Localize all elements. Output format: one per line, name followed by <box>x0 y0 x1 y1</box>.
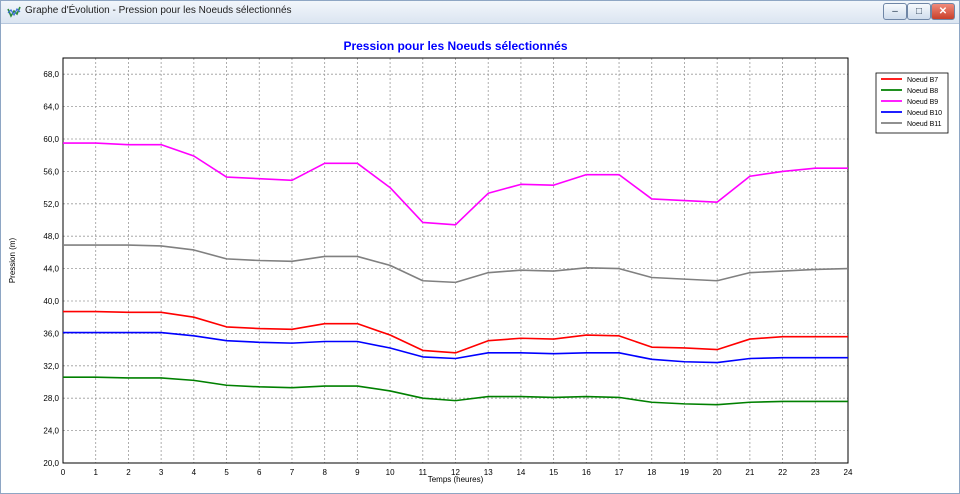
x-tick-label: 6 <box>257 468 262 477</box>
y-tick-label: 40,0 <box>43 297 59 306</box>
x-tick-label: 13 <box>484 468 493 477</box>
y-tick-label: 28,0 <box>43 394 59 403</box>
plot-frame <box>62 57 849 464</box>
y-tick-label: 24,0 <box>43 427 59 436</box>
series-line-2 <box>63 376 848 406</box>
x-tick-label: 16 <box>582 468 591 477</box>
x-axis-label: Temps (heures) <box>428 475 484 484</box>
y-tick-label: 68,0 <box>43 70 59 79</box>
x-tick-label: 9 <box>355 468 360 477</box>
x-tick-label: 11 <box>419 468 428 477</box>
y-tick-label: 44,0 <box>43 265 59 274</box>
series-line-5 <box>63 244 849 284</box>
y-tick-label: 32,0 <box>43 362 59 371</box>
x-tick-label: 20 <box>713 468 722 477</box>
y-tick-label: 56,0 <box>43 167 59 176</box>
x-tick-label: 10 <box>386 468 395 477</box>
x-tick-label: 22 <box>778 468 787 477</box>
chart-title: Pression pour les Noeuds sélectionnés <box>343 39 567 53</box>
x-tick-label: 8 <box>322 468 327 477</box>
x-tick-label: 2 <box>126 468 131 477</box>
x-tick-label: 23 <box>811 468 820 477</box>
title-bar[interactable]: Graphe d'Évolution - Pression pour les N… <box>1 1 959 24</box>
y-tick-label: 60,0 <box>43 135 59 144</box>
x-tick-label: 3 <box>159 468 164 477</box>
series-line-1 <box>63 310 848 354</box>
x-tick-label: 18 <box>647 468 656 477</box>
x-tick-label: 14 <box>516 468 525 477</box>
y-tick-label: 48,0 <box>43 232 59 241</box>
legend-label: Noeud B9 <box>907 99 938 106</box>
y-tick-label: 20,0 <box>43 459 59 468</box>
y-tick-label: 64,0 <box>43 103 59 112</box>
x-tick-label: 7 <box>290 468 295 477</box>
x-tick-label: 12 <box>451 468 460 477</box>
minimize-icon: – <box>892 5 898 17</box>
x-tick-label: 21 <box>745 468 754 477</box>
x-tick-label: 17 <box>615 468 624 477</box>
x-tick-label: 19 <box>680 468 689 477</box>
close-button[interactable]: ✕ <box>931 3 955 20</box>
legend-label: Noeud B7 <box>907 77 938 84</box>
minimize-button[interactable]: – <box>883 3 907 20</box>
pressure-chart: 0 1 2 3 4 5 6 7 8 9 10 11 12 13 14 15 16 17 18 19 20 21 22 23 24… <box>8 39 949 484</box>
maximize-icon: □ <box>915 5 923 17</box>
close-icon: ✕ <box>938 5 948 17</box>
maximize-button[interactable]: □ <box>907 3 931 20</box>
window-title: Graphe d'Évolution - Pression pour les N… <box>25 5 292 16</box>
x-tick-label: 5 <box>224 468 229 477</box>
legend-label: Noeud B10 <box>907 110 942 117</box>
x-tick-label: 24 <box>844 468 853 477</box>
x-tick-label: 1 <box>93 468 98 477</box>
series-line-3 <box>63 142 848 226</box>
y-tick-label: 36,0 <box>43 329 59 338</box>
graph-app-icon <box>7 6 21 18</box>
y-axis-label: Pression (m) <box>8 237 17 283</box>
series-line-4 <box>63 331 848 364</box>
y-tick-label: 52,0 <box>43 200 59 209</box>
legend-label: Noeud B8 <box>907 88 938 95</box>
x-tick-label: 0 <box>61 468 66 477</box>
legend-label: Noeud B11 <box>907 121 942 128</box>
x-tick-label: 4 <box>192 468 197 477</box>
x-tick-label: 15 <box>549 468 558 477</box>
